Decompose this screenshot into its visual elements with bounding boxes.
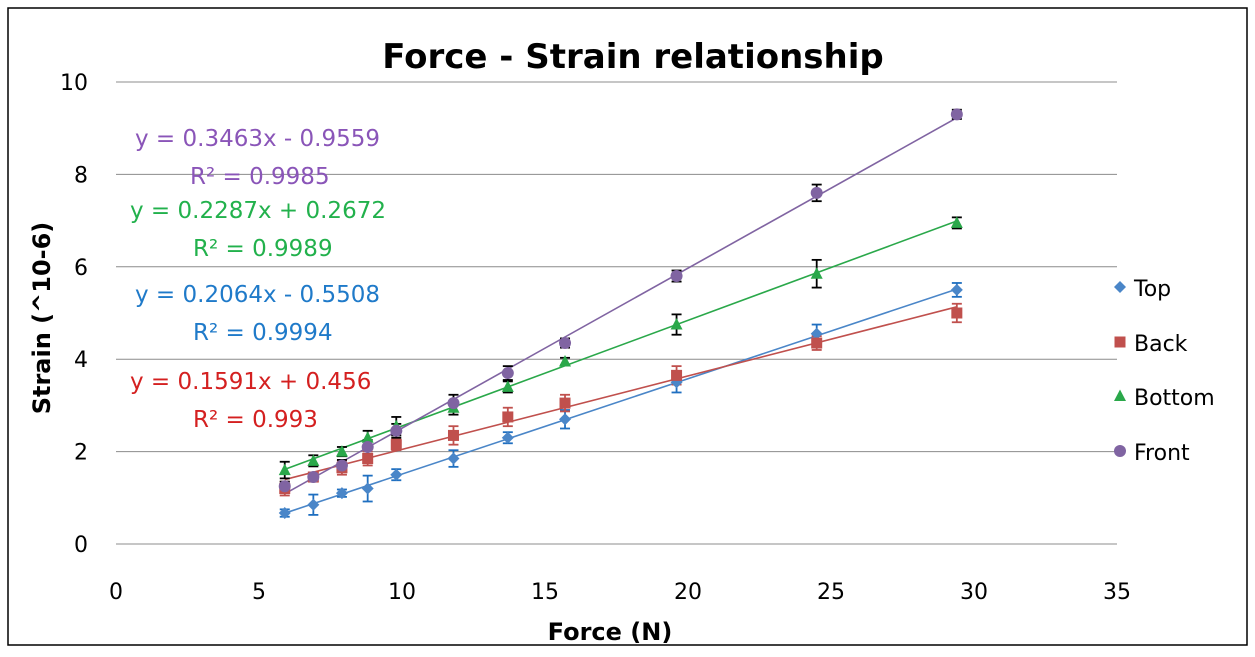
data-point-front [501, 367, 514, 380]
data-point-top [447, 452, 460, 465]
chart-border [7, 7, 1248, 646]
trend-equation-top: y = 0.2064x - 0.5508 [135, 282, 380, 308]
data-point-bottom [810, 267, 823, 279]
data-point-back [390, 439, 402, 451]
data-point-bottom [278, 463, 291, 476]
y-tick-label: 10 [60, 71, 88, 96]
data-point-bottom [335, 445, 348, 457]
legend-label-back: Back [1134, 332, 1188, 357]
trend-equations: y = 0.2064x - 0.5508 R² = 0.9994 y = 0.159… [130, 126, 386, 433]
trend-equation-bottom: y = 0.2287x + 0.2672 [130, 198, 386, 224]
data-point-back [671, 369, 683, 381]
x-tick-label: 25 [817, 580, 845, 605]
data-point-front [361, 440, 374, 453]
data-point-top [559, 413, 572, 426]
data-point-bottom [670, 318, 683, 330]
trend-r2-back: R² = 0.993 [193, 407, 318, 433]
trend-r2-front: R² = 0.9985 [190, 164, 330, 190]
data-point-top [501, 431, 514, 444]
data-point-back [811, 337, 823, 349]
data-point-top [361, 482, 374, 495]
data-point-front [559, 337, 572, 350]
data-point-top [335, 487, 348, 500]
data-point-top [390, 468, 403, 481]
axis-tick-labels: 0 2 4 6 8 10 0 5 10 15 20 25 30 35 [60, 71, 1131, 605]
data-point-front [307, 471, 320, 484]
y-axis-label: Strain (^10-6) [28, 222, 56, 415]
data-point-bottom [501, 380, 514, 392]
data-point-front [447, 397, 460, 410]
legend-label-top: Top [1133, 277, 1171, 302]
data-point-bottom [307, 454, 320, 466]
legend-marker-bottom [1114, 389, 1126, 401]
data-point-front [335, 459, 348, 472]
data-point-front [670, 270, 683, 283]
x-tick-label: 0 [109, 580, 123, 605]
data-point-back [447, 429, 459, 441]
data-point-back [362, 453, 374, 465]
y-tick-label: 2 [74, 441, 88, 466]
x-tick-label: 5 [252, 580, 266, 605]
y-tick-label: 4 [74, 348, 88, 373]
data-point-top [278, 507, 291, 520]
trend-r2-bottom: R² = 0.9989 [193, 236, 333, 262]
trend-r2-top: R² = 0.9994 [193, 320, 333, 346]
data-point-bottom [950, 216, 963, 228]
y-tick-label: 6 [74, 256, 88, 281]
data-point-back [502, 411, 514, 423]
x-tick-label: 20 [674, 580, 702, 605]
legend-marker-back [1114, 336, 1126, 348]
y-tick-label: 8 [74, 163, 88, 188]
legend-marker-front [1114, 445, 1126, 457]
data-point-front [950, 108, 963, 121]
data-point-front [810, 186, 823, 199]
data-point-top [950, 283, 963, 296]
data-point-front [390, 424, 403, 437]
legend: Top Back Bottom Front [1114, 277, 1215, 466]
legend-marker-top [1114, 281, 1126, 293]
y-tick-label: 0 [74, 533, 88, 558]
legend-label-bottom: Bottom [1134, 386, 1215, 411]
grid-lines [116, 81, 1117, 545]
data-points [278, 108, 963, 520]
data-point-top [307, 498, 320, 511]
data-point-bottom [559, 355, 572, 367]
data-point-back [559, 397, 571, 409]
data-point-bottom [361, 431, 374, 443]
x-tick-label: 35 [1103, 580, 1131, 605]
trend-equation-front: y = 0.3463x - 0.9559 [135, 126, 380, 152]
data-point-back [951, 307, 963, 319]
x-tick-label: 15 [531, 580, 559, 605]
legend-label-front: Front [1134, 441, 1190, 466]
chart-title: Force - Strain relationship [382, 37, 883, 77]
x-tick-label: 30 [960, 580, 988, 605]
trend-equation-back: y = 0.1591x + 0.456 [130, 369, 371, 395]
data-point-top [810, 327, 823, 340]
x-axis-label: Force (N) [548, 618, 673, 646]
x-tick-label: 10 [388, 580, 416, 605]
data-point-front [278, 480, 291, 493]
